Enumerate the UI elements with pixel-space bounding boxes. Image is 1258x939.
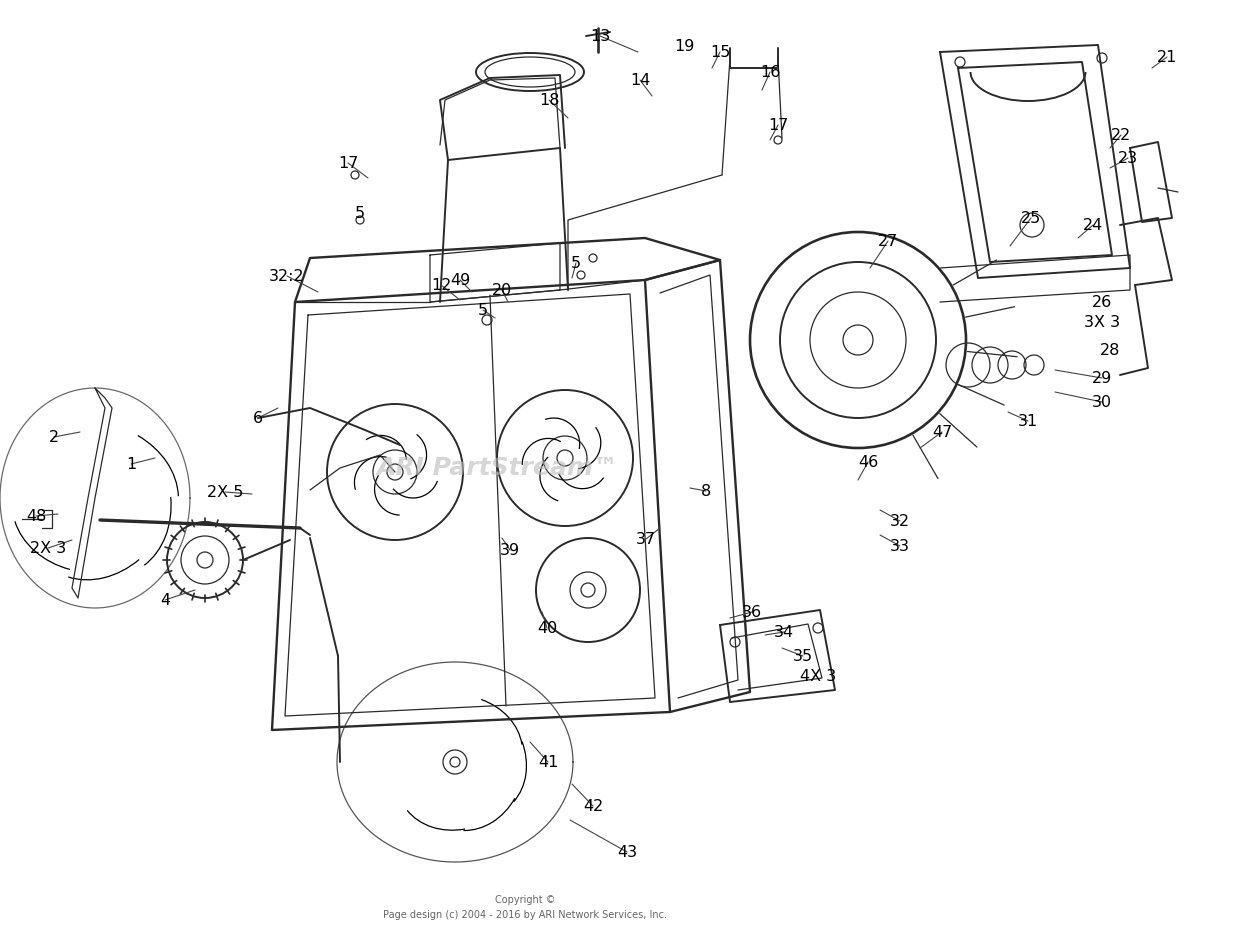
Text: 20: 20	[492, 283, 512, 298]
Text: 43: 43	[616, 844, 637, 859]
Text: 2X 3: 2X 3	[30, 541, 67, 556]
Text: 39: 39	[499, 543, 520, 558]
Text: 32:2: 32:2	[269, 269, 304, 284]
Text: ARI PartStream™: ARI PartStream™	[377, 456, 619, 480]
Text: 17: 17	[338, 156, 359, 171]
Text: 47: 47	[932, 424, 952, 439]
Text: 24: 24	[1083, 218, 1103, 233]
Text: 15: 15	[710, 44, 730, 59]
Text: 18: 18	[538, 93, 560, 107]
Text: 2X 5: 2X 5	[206, 485, 243, 500]
Text: 2: 2	[49, 429, 59, 444]
Text: Page design (c) 2004 - 2016 by ARI Network Services, Inc.: Page design (c) 2004 - 2016 by ARI Netwo…	[382, 910, 667, 920]
Text: 36: 36	[742, 605, 762, 620]
Text: 31: 31	[1018, 413, 1038, 428]
Text: 12: 12	[430, 278, 452, 293]
Text: 4: 4	[160, 593, 170, 608]
Text: 42: 42	[582, 798, 603, 813]
Text: 5: 5	[571, 255, 581, 270]
Text: 13: 13	[590, 28, 610, 43]
Text: 33: 33	[889, 538, 910, 553]
Text: 48: 48	[26, 509, 47, 524]
Text: 5: 5	[478, 302, 488, 317]
Text: 46: 46	[858, 454, 878, 470]
Text: 19: 19	[674, 38, 694, 54]
Text: 22: 22	[1111, 128, 1131, 143]
Text: 17: 17	[767, 117, 789, 132]
Text: 1: 1	[126, 456, 136, 471]
Text: 23: 23	[1118, 150, 1138, 165]
Text: 28: 28	[1099, 343, 1120, 358]
Text: 25: 25	[1021, 210, 1042, 225]
Text: 29: 29	[1092, 371, 1112, 386]
Text: 35: 35	[793, 649, 813, 664]
Text: 6: 6	[253, 410, 263, 425]
Text: 41: 41	[538, 755, 559, 769]
Text: 16: 16	[760, 65, 780, 80]
Text: 32: 32	[889, 514, 910, 529]
Text: 27: 27	[878, 234, 898, 249]
Text: 3X 3: 3X 3	[1084, 315, 1120, 330]
Text: 40: 40	[537, 621, 557, 636]
Text: 21: 21	[1157, 50, 1177, 65]
Text: Copyright ©: Copyright ©	[494, 895, 555, 905]
Text: 8: 8	[701, 484, 711, 499]
Text: 14: 14	[630, 72, 650, 87]
Text: 34: 34	[774, 624, 794, 639]
Text: 49: 49	[450, 272, 470, 287]
Text: 4X 3: 4X 3	[800, 669, 837, 684]
Text: 30: 30	[1092, 394, 1112, 409]
Text: 26: 26	[1092, 295, 1112, 310]
Text: 5: 5	[355, 206, 365, 221]
Text: 37: 37	[637, 531, 657, 546]
